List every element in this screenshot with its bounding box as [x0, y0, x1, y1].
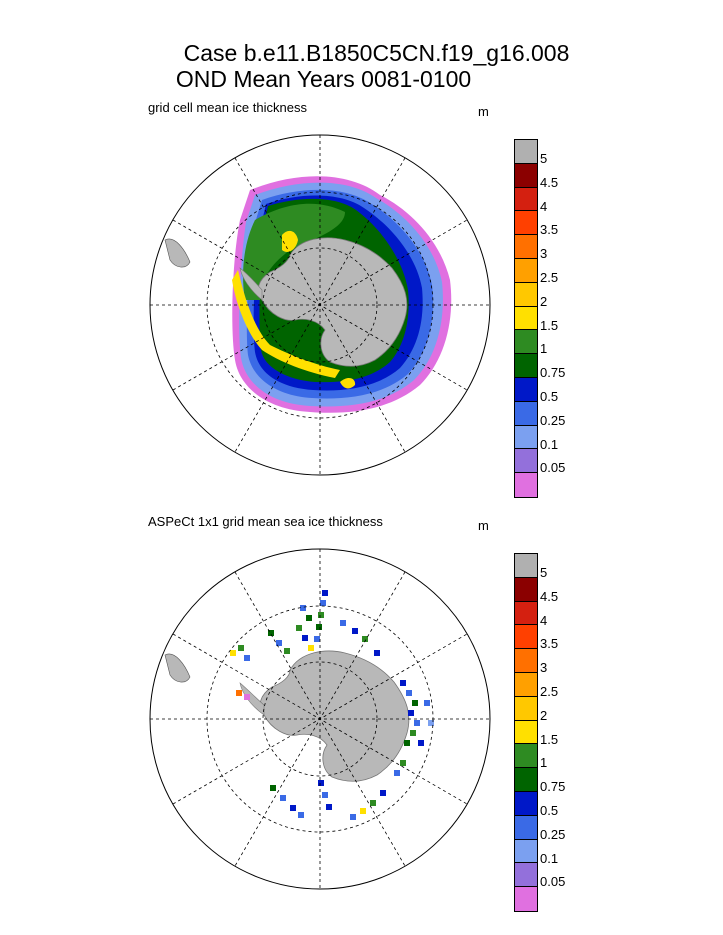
colorbar-swatch — [515, 235, 537, 259]
colorbar-swatch — [515, 839, 537, 864]
colorbar-swatch — [515, 768, 537, 792]
colorbar-swatch — [515, 720, 537, 745]
colorbar-tick-label: 4.5 — [540, 174, 559, 190]
colorbar-swatch — [515, 672, 537, 697]
colorbar-swatch — [515, 887, 537, 911]
colorbar-tick-label: 3 — [540, 246, 548, 262]
colorbar-tick-label: 2.5 — [540, 684, 559, 699]
colorbar-swatch — [515, 354, 537, 378]
colorbar-swatch — [515, 744, 537, 769]
colorbar-tick-label: 0.05 — [540, 874, 566, 890]
colorbar-swatch — [515, 473, 537, 497]
colorbar-swatch — [515, 815, 537, 840]
south-america-land-2 — [164, 653, 191, 683]
antarctic-peninsula — [239, 267, 263, 301]
colorbar-tick-label: 0.1 — [540, 850, 559, 866]
colorbar-tick-label: 2.5 — [540, 270, 559, 285]
colorbar-swatch — [515, 401, 537, 426]
colorbar-tick-label: 4 — [540, 198, 548, 214]
map1-border — [149, 134, 491, 476]
panel2-label: ASPeCt 1x1 grid mean sea ice thickness — [148, 514, 383, 529]
colorbar-tick-label: 2 — [540, 293, 548, 309]
colorbar-2 — [514, 553, 538, 912]
panel1-label: grid cell mean ice thickness — [148, 100, 307, 115]
colorbar-swatch — [515, 601, 537, 626]
ice-band-2 — [232, 270, 340, 378]
colorbar-tick-label: 0.25 — [540, 412, 566, 428]
colorbar-tick-label: 0.75 — [540, 779, 566, 795]
colorbar-tick-label: 0.1 — [540, 436, 559, 452]
panel2-unit: m — [478, 518, 489, 533]
obs-points — [230, 590, 434, 820]
colorbar-swatch — [515, 577, 537, 602]
colorbar-swatch — [515, 187, 537, 212]
map2-border — [149, 548, 491, 890]
colorbar-swatch — [515, 554, 537, 578]
colorbar-swatch — [515, 863, 537, 888]
colorbar-tick-label: 1 — [540, 755, 548, 771]
colorbar-tick-label: 0.5 — [540, 389, 559, 404]
figure-title-line1: Case b.e11.B1850C5CN.f19_g16.008 — [183, 40, 570, 66]
colorbar-1 — [514, 139, 538, 498]
colorbar-swatch — [515, 140, 537, 164]
map1-content — [164, 176, 452, 413]
colorbar-tick-label: 3.5 — [540, 222, 559, 238]
map1-gridlines — [150, 135, 490, 475]
ice-band-1.5 — [243, 203, 345, 300]
colorbar-swatch — [515, 425, 537, 450]
figure-title-line2: OND Mean Years 0081-0100 — [175, 66, 472, 92]
colorbar-tick-label: 3 — [540, 660, 548, 676]
colorbar-tick-label: 1 — [540, 341, 548, 357]
colorbar-tick-label: 0.75 — [540, 365, 566, 381]
colorbar-swatch — [515, 649, 537, 673]
colorbar-tick-label: 3.5 — [540, 636, 559, 652]
colorbar-swatch — [515, 211, 537, 236]
colorbar-tick-label: 1.5 — [540, 731, 559, 747]
antarctica-land-2 — [259, 650, 410, 782]
colorbar-tick-label: 1.5 — [540, 317, 559, 333]
colorbar-tick-label: 4.5 — [540, 588, 559, 604]
colorbar-swatch — [515, 258, 537, 283]
map2-gridlines — [150, 549, 490, 889]
colorbar-swatch — [515, 163, 537, 188]
colorbar-swatch — [515, 282, 537, 307]
colorbar-swatch — [515, 330, 537, 355]
colorbar-tick-label: 0.5 — [540, 803, 559, 818]
colorbar-tick-label: 0.25 — [540, 826, 566, 842]
colorbar-tick-label: 5 — [540, 151, 548, 166]
colorbar-swatch — [515, 306, 537, 331]
ice-band-2c — [340, 378, 356, 389]
colorbar-tick-label: 0.05 — [540, 460, 566, 476]
colorbar-swatch — [515, 696, 537, 721]
colorbar-tick-label: 2 — [540, 707, 548, 723]
antarctic-peninsula-2 — [239, 682, 265, 716]
colorbar-tick-label: 4 — [540, 612, 548, 628]
south-america-land — [164, 238, 191, 268]
colorbar-swatch — [515, 791, 537, 816]
panel1-unit: m — [478, 104, 489, 119]
colorbar-tick-label: 5 — [540, 565, 548, 580]
colorbar-swatch — [515, 377, 537, 402]
colorbar-swatch — [515, 625, 537, 650]
colorbar-swatch — [515, 449, 537, 474]
